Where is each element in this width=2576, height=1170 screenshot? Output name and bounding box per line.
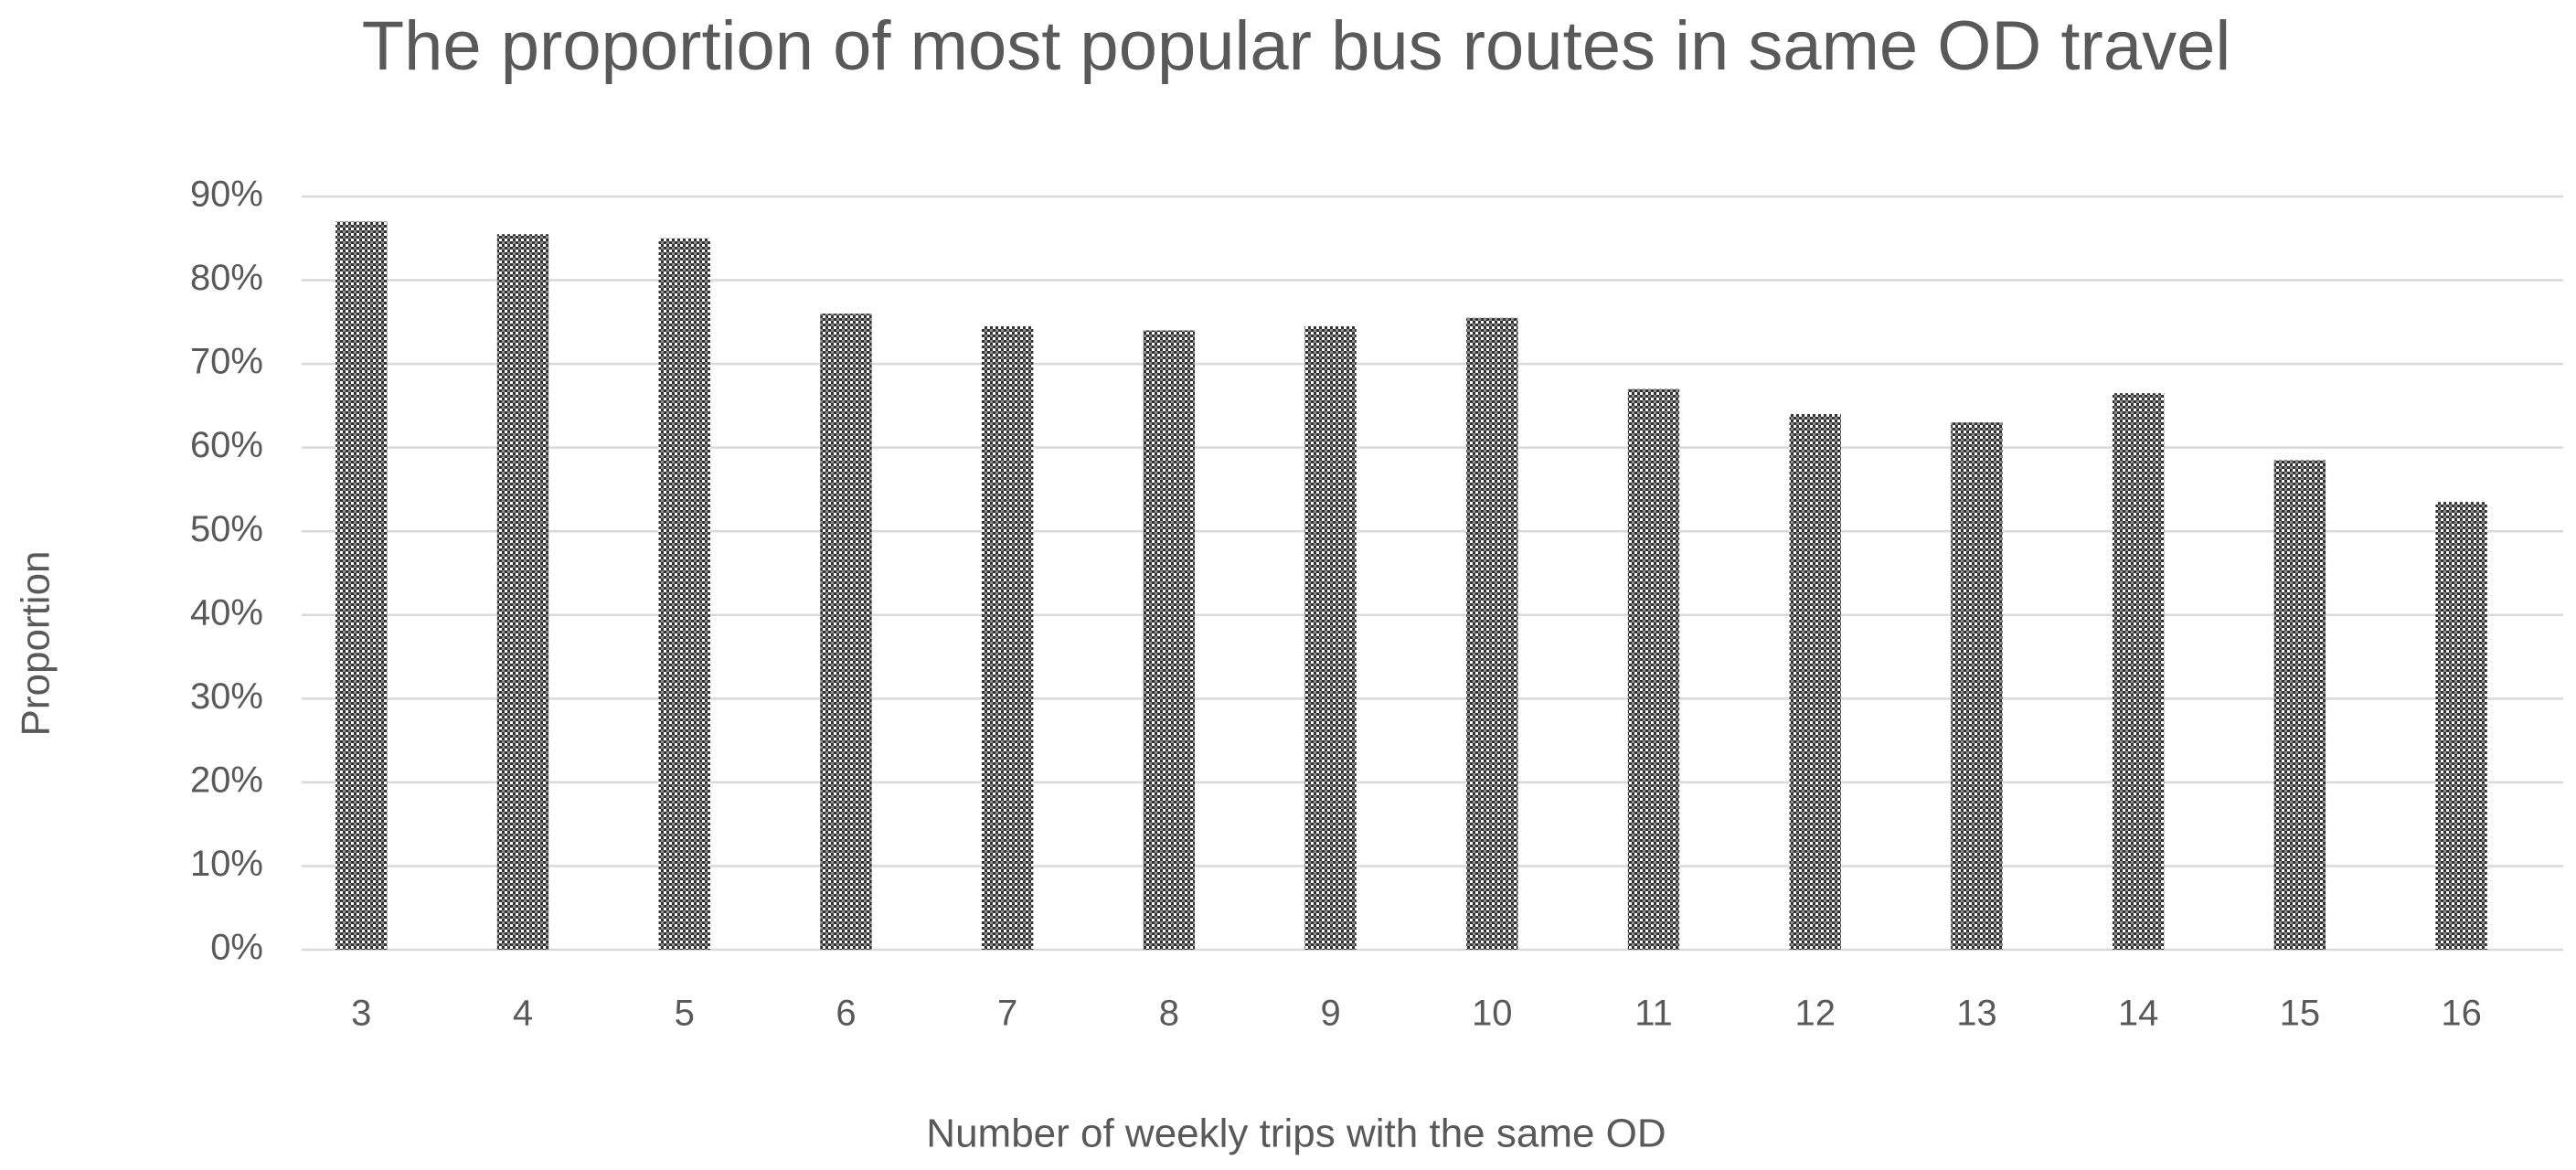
y-tick-label: 70% <box>190 342 263 382</box>
x-axis-label: Number of weekly trips with the same OD <box>926 1112 1666 1156</box>
x-tick-label: 10 <box>1472 994 1513 1034</box>
y-tick-label: 0% <box>210 928 263 968</box>
bar <box>658 238 710 950</box>
y-tick-label: 10% <box>190 844 263 884</box>
y-tick-label: 40% <box>190 592 263 633</box>
bar <box>1466 317 1518 950</box>
bar <box>496 234 549 950</box>
bar <box>1627 388 1680 951</box>
y-tick-label: 80% <box>190 258 263 298</box>
bar <box>820 314 872 951</box>
y-tick-label: 50% <box>190 509 263 549</box>
y-tick-label: 20% <box>190 760 263 800</box>
x-tick-label: 15 <box>2280 994 2321 1034</box>
bar <box>1143 330 1196 950</box>
y-axis-label: Proportion <box>14 550 59 736</box>
x-tick-label: 9 <box>1320 994 1340 1034</box>
x-tick-label: 5 <box>675 994 695 1034</box>
x-tick-label: 7 <box>997 994 1017 1034</box>
x-tick-label: 16 <box>2441 994 2482 1034</box>
bar <box>1951 422 2003 950</box>
x-tick-label: 11 <box>1634 994 1673 1034</box>
x-tick-label: 6 <box>836 994 856 1034</box>
x-tick-label: 14 <box>2118 994 2159 1034</box>
bar <box>981 325 1034 950</box>
bar <box>1789 414 1841 950</box>
bar <box>335 221 388 950</box>
y-tick-label: 30% <box>190 676 263 717</box>
x-tick-label: 13 <box>1956 994 1997 1034</box>
x-tick-label: 3 <box>351 994 371 1034</box>
x-tick-label: 8 <box>1159 994 1179 1034</box>
chart-title: The proportion of most popular bus route… <box>362 7 2231 85</box>
x-tick-label: 12 <box>1794 994 1836 1034</box>
y-tick-label: 60% <box>190 425 263 465</box>
bar <box>2435 502 2487 950</box>
y-tick-label: 90% <box>190 175 263 215</box>
x-tick-label: 4 <box>513 994 533 1034</box>
bar <box>1304 325 1357 950</box>
bar <box>2273 460 2326 950</box>
bar <box>2112 393 2165 951</box>
